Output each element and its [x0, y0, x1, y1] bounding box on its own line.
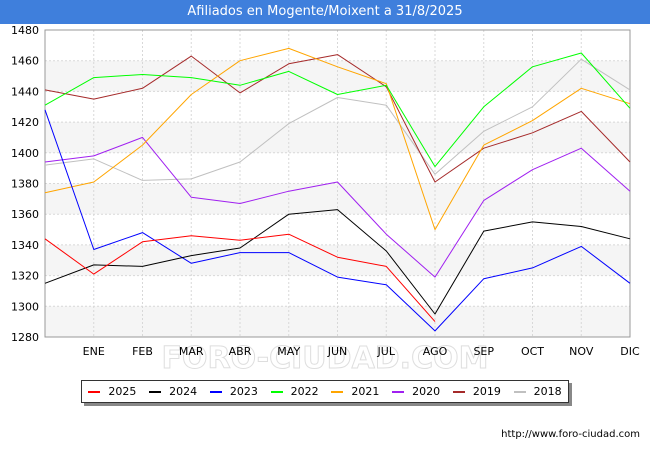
legend-label: 2019 [472, 385, 501, 398]
x-tick-label: MAY [277, 345, 300, 358]
legend-item-2019: 2019 [452, 385, 501, 398]
legend-item-2024: 2024 [149, 385, 197, 398]
series-line-2023 [44, 109, 631, 332]
legend: 2025 2024 2023 2022 2021 2020 2019 2018 [81, 380, 569, 403]
y-tick-label: 1300 [11, 300, 39, 313]
chart-title: Afiliados en Mogente/Moixent a 31/8/2025 [0, 0, 650, 24]
legend-label: 2023 [229, 385, 258, 398]
legend-item-2025: 2025 [88, 385, 136, 398]
y-tick-label: 1460 [11, 55, 39, 68]
legend-swatch [392, 390, 405, 393]
legend-swatch [88, 390, 101, 393]
legend-item-2023: 2023 [209, 385, 258, 398]
series-line-2022 [44, 52, 631, 168]
series-line-2021 [44, 47, 631, 231]
legend-item-2018: 2018 [513, 385, 562, 398]
legend-item-2021: 2021 [331, 385, 379, 398]
x-tick-label: MAR [179, 345, 204, 358]
axes [44, 29, 631, 338]
series-line-2024 [44, 209, 631, 315]
legend-swatch [209, 390, 222, 393]
x-tick-label: FEB [132, 345, 153, 358]
plot-frame [44, 29, 631, 338]
y-tick-label: 1360 [11, 208, 39, 221]
y-tick-label: 1480 [11, 24, 39, 37]
watermark: FORO-CIUDAD.COM [162, 341, 489, 376]
series-line-2019 [44, 54, 631, 183]
x-tick-label: NOV [569, 345, 594, 358]
legend-label: 2020 [412, 385, 441, 398]
source-url[interactable]: http://www.foro-ciudad.com [501, 429, 640, 440]
y-tick-label: 1380 [11, 178, 39, 191]
y-tick-label: 1400 [11, 147, 39, 160]
x-tick-label: OCT [521, 345, 544, 358]
series-line-2025 [44, 233, 436, 322]
series-line-2020 [44, 136, 631, 278]
legend-label: 2021 [351, 385, 380, 398]
legend-swatch [270, 390, 283, 393]
x-tick-label: JUL [377, 345, 396, 358]
x-tick-label: ABR [229, 345, 252, 358]
y-tick-label: 1420 [11, 116, 39, 129]
legend-label: 2024 [169, 385, 198, 398]
legend-swatch [513, 390, 526, 393]
series-line-2018 [44, 58, 631, 181]
y-tick-label: 1280 [11, 331, 39, 344]
legend-swatch [452, 390, 465, 393]
legend-label: 2022 [290, 385, 319, 398]
legend-swatch [149, 390, 162, 393]
series-lines [44, 47, 631, 332]
legend-label: 2018 [533, 385, 562, 398]
y-tick-label: 1320 [11, 270, 39, 283]
x-tick-label: AGO [423, 345, 448, 358]
y-tick-label: 1440 [11, 85, 39, 98]
legend-label: 2025 [108, 385, 137, 398]
legend-item-2022: 2022 [270, 385, 319, 398]
tick-labels: 1280 1300 1320 1340 1360 1380 1400 1420 1440 1460… [11, 24, 640, 358]
legend-swatch [331, 390, 344, 393]
x-tick-label: ENE [83, 345, 105, 358]
x-tick-label: JUN [327, 345, 348, 358]
y-tick-label: 1340 [11, 239, 39, 252]
legend-item-2020: 2020 [392, 385, 440, 398]
x-tick-label: SEP [473, 345, 494, 358]
x-tick-label: DIC [620, 345, 640, 358]
